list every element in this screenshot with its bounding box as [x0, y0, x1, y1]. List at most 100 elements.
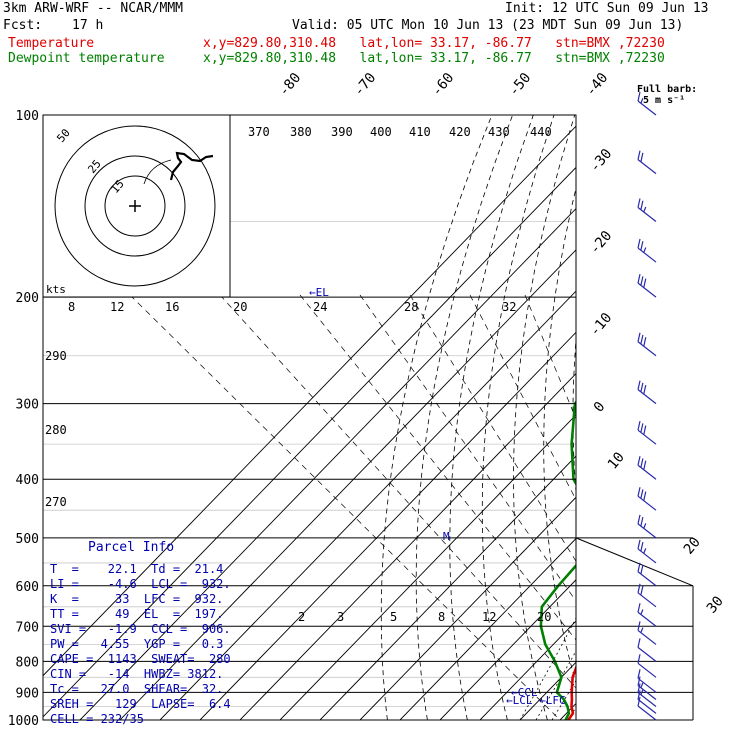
parcel-row: CAPE = 1143 SWEAT= 280	[50, 652, 231, 666]
mixing-ratio-label: 3	[337, 610, 344, 624]
wind-barb	[637, 669, 657, 693]
dry-adiabat	[449, 115, 534, 720]
dry-adiabat	[655, 115, 740, 720]
wind-barb	[637, 380, 657, 405]
forecast-label: Fcst:	[3, 18, 43, 33]
temperature-profile	[567, 664, 576, 720]
pressure-tick-label: 1000	[8, 714, 39, 729]
moist-adiabat-label: 390	[331, 125, 353, 139]
mixing-ratio-line	[409, 294, 576, 562]
header: 3km ARW-WRF -- NCAR/MMM Init: 12 UTC Sun…	[0, 0, 740, 80]
dry-adiabat	[629, 115, 708, 720]
pressure-tick-label: 200	[16, 291, 39, 306]
moist-adiabat-label: 420	[449, 125, 471, 139]
hodograph-trace	[169, 151, 214, 181]
isotherm-line	[359, 496, 576, 720]
mixing-ratio-line	[469, 294, 576, 501]
isotherm-line	[199, 331, 576, 720]
mixing-ratio-label: 24	[313, 300, 327, 314]
valid-time: Valid: 05 UTC Mon 10 Jun 13 (23 MDT Sun …	[292, 18, 684, 33]
mixing-ratio-label: 8	[68, 300, 75, 314]
dry-adiabat	[601, 115, 667, 720]
isotherm-line	[319, 455, 576, 720]
parcel-row: CIN = -14 HWBZ= 3812.	[50, 667, 224, 681]
moist-adiabat-label: 430	[488, 125, 510, 139]
dry-adiabat	[572, 335, 576, 497]
pressure-tick-label: 700	[16, 620, 39, 635]
dry-adiabat-label: 290	[45, 349, 67, 363]
wind-barb	[637, 150, 657, 175]
parcel-row: Tc = 27.0 SHEAR= 32.	[50, 682, 224, 696]
model-title: 3km ARW-WRF -- NCAR/MMM	[3, 1, 184, 16]
isotherm-label: 0	[591, 399, 609, 416]
wind-barb	[637, 654, 657, 678]
mixing-ratio-label: 20	[233, 300, 247, 314]
dry-adiabat-label: 280	[45, 423, 67, 437]
m-marker: M	[443, 530, 450, 543]
parcel-row: CELL = 232/35	[50, 712, 144, 726]
el-marker: ←EL	[309, 286, 329, 299]
wind-barb	[637, 332, 657, 357]
dry-adiabat	[380, 115, 493, 720]
isotherm-line	[399, 537, 576, 720]
isotherm-label: -30	[587, 146, 616, 176]
pressure-tick-label: 600	[16, 580, 39, 595]
dewpoint-location-info: x,y=829.80,310.48 lat,lon= 33.17, -86.77…	[203, 51, 665, 66]
moist-adiabat-label: 380	[290, 125, 312, 139]
wind-barb	[637, 638, 657, 662]
isotherm-line	[640, 115, 740, 720]
wind-barb	[637, 621, 657, 645]
wind-barb	[637, 273, 657, 298]
parcel-info-title: Parcel Info	[88, 540, 175, 555]
mixing-ratio-label: 12	[110, 300, 124, 314]
pressure-tick-label: 300	[16, 398, 39, 413]
wind-barb	[637, 562, 657, 587]
lcl-lfc-marker: ←LCL ←LFC	[506, 694, 566, 707]
pressure-tick-label: 900	[16, 686, 39, 701]
isotherm-label: 10	[605, 449, 628, 472]
isotherm-label: -80	[276, 70, 305, 100]
isotherm-line	[43, 125, 576, 677]
parcel-row: K = 33 LFC = 932.	[50, 592, 224, 606]
wind-barb	[637, 583, 657, 608]
moist-adiabat	[616, 297, 740, 720]
dewpoint-legend-label: Dewpoint temperature	[8, 51, 165, 66]
isotherm-line	[559, 702, 576, 720]
dry-adiabat	[731, 115, 740, 720]
parcel-row: SVI = -1.9 CCL = 906.	[50, 622, 231, 636]
isotherm-line	[43, 166, 576, 718]
isotherm-line	[119, 249, 576, 720]
dry-adiabat	[543, 186, 576, 685]
isotherm-line	[479, 620, 576, 720]
ccl-marker: ←CCL	[511, 686, 538, 699]
dry-adiabat	[706, 115, 740, 720]
wind-barb	[637, 91, 657, 116]
parcel-row: T = 22.1 Td = 21.4	[50, 562, 224, 576]
temperature-legend-label: Temperature	[8, 36, 95, 51]
parcel-row: TT = 49 EL = 197.	[50, 607, 224, 621]
init-time: Init: 12 UTC Sun 09 Jun 13	[505, 1, 709, 16]
dry-adiabat	[415, 115, 513, 720]
wind-barb	[637, 198, 657, 223]
wind-barb	[637, 696, 657, 721]
isotherm-label: -70	[351, 70, 380, 100]
isotherm-line	[439, 579, 576, 720]
isotherm-extension	[575, 537, 694, 587]
pressure-tick-label: 400	[16, 473, 39, 488]
wind-barb	[637, 683, 657, 707]
hodograph-ring	[104, 175, 166, 237]
isotherm-line	[519, 661, 576, 720]
mixing-ratio-label: 8	[438, 610, 445, 624]
isotherm-line	[279, 414, 576, 720]
moist-adiabat	[535, 650, 576, 720]
wind-barb	[637, 676, 657, 700]
wind-barb	[637, 514, 657, 539]
dry-adiabat	[681, 115, 740, 720]
mixing-ratio-line	[129, 294, 561, 720]
hodograph-storm-motion	[143, 159, 172, 185]
wind-barb	[637, 539, 657, 564]
mixing-ratio-label: 16	[165, 300, 179, 314]
parcel-row: PW = 4.55 YGP = 0.3	[50, 637, 224, 651]
moist-adiabat-label: 370	[248, 125, 270, 139]
